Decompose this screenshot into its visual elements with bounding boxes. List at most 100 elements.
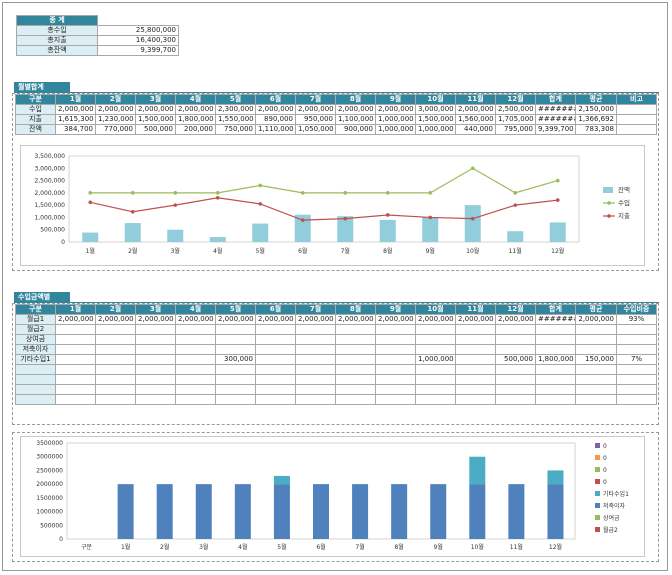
table-cell[interactable] [455, 354, 496, 365]
table-cell[interactable] [135, 354, 176, 365]
table-cell[interactable]: 900,000 [335, 124, 376, 135]
table-cell[interactable]: 2,000,000 [575, 314, 617, 325]
table-cell[interactable] [135, 394, 176, 405]
table-cell[interactable]: 384,700 [55, 124, 96, 135]
table-cell[interactable] [255, 354, 296, 365]
table-cell[interactable] [616, 324, 657, 335]
table-cell[interactable] [95, 394, 136, 405]
table-cell[interactable]: 300,000 [215, 354, 256, 365]
table-cell[interactable]: 770,000 [95, 124, 136, 135]
table-cell[interactable] [95, 354, 136, 365]
table-cell[interactable] [215, 344, 256, 355]
table-cell[interactable] [175, 394, 216, 405]
table-cell[interactable] [255, 324, 296, 335]
table-cell[interactable]: 1,560,000 [455, 114, 496, 125]
table-cell[interactable]: 1,000,000 [415, 354, 456, 365]
table-cell[interactable] [575, 334, 617, 345]
table-cell[interactable] [455, 344, 496, 355]
table-cell[interactable] [95, 374, 136, 385]
table-cell[interactable]: 440,000 [455, 124, 496, 135]
table-cell[interactable] [495, 334, 536, 345]
table-cell[interactable]: 93% [616, 314, 657, 325]
table-cell[interactable]: 2,500,000 [495, 104, 536, 115]
table-cell[interactable] [175, 344, 216, 355]
table-cell[interactable]: 1,800,000 [175, 114, 216, 125]
table-cell[interactable] [375, 394, 416, 405]
table-cell[interactable] [495, 324, 536, 335]
table-cell[interactable] [215, 374, 256, 385]
table-cell[interactable] [295, 344, 336, 355]
table-cell[interactable] [95, 384, 136, 395]
table-cell[interactable] [535, 324, 576, 335]
table-cell[interactable]: 1,110,000 [255, 124, 296, 135]
table-cell[interactable] [455, 324, 496, 335]
table-cell[interactable]: 1,366,692 [575, 114, 617, 125]
table-cell[interactable] [335, 334, 376, 345]
table-cell[interactable]: 2,000,000 [335, 314, 376, 325]
table-cell[interactable]: 950,000 [295, 114, 336, 125]
table-cell[interactable] [535, 384, 576, 395]
table-cell[interactable]: 150,000 [575, 354, 617, 365]
table-cell[interactable] [295, 394, 336, 405]
table-cell[interactable] [415, 344, 456, 355]
table-cell[interactable] [535, 374, 576, 385]
table-cell[interactable] [295, 324, 336, 335]
table-cell[interactable]: 2,000,000 [175, 314, 216, 325]
table-cell[interactable]: 2,000,000 [175, 104, 216, 115]
table-cell[interactable] [55, 374, 96, 385]
table-cell[interactable] [295, 334, 336, 345]
table-cell[interactable] [335, 354, 376, 365]
table-cell[interactable] [175, 364, 216, 375]
table-cell[interactable]: 2,000,000 [375, 314, 416, 325]
table-cell[interactable] [175, 334, 216, 345]
table-cell[interactable] [215, 384, 256, 395]
table-cell[interactable]: 7% [616, 354, 657, 365]
table-cell[interactable] [255, 384, 296, 395]
table-cell[interactable] [175, 324, 216, 335]
table-cell[interactable]: 1,100,000 [335, 114, 376, 125]
table-cell[interactable]: 1,230,000 [95, 114, 136, 125]
table-cell[interactable]: 2,000,000 [95, 104, 136, 115]
table-cell[interactable] [55, 324, 96, 335]
table-cell[interactable]: 2,000,000 [455, 104, 496, 115]
table-cell[interactable] [616, 124, 657, 135]
table-cell[interactable] [575, 324, 617, 335]
table-cell[interactable] [335, 374, 376, 385]
table-cell[interactable] [335, 384, 376, 395]
table-cell[interactable] [455, 334, 496, 345]
table-cell[interactable]: 9,399,700 [535, 124, 576, 135]
table-cell[interactable] [55, 384, 96, 395]
table-cell[interactable] [415, 384, 456, 395]
table-cell[interactable] [255, 364, 296, 375]
table-cell[interactable] [375, 384, 416, 395]
table-cell[interactable] [55, 394, 96, 405]
table-cell[interactable]: 1,550,000 [215, 114, 256, 125]
table-cell[interactable] [295, 364, 336, 375]
table-cell[interactable]: 2,000,000 [95, 314, 136, 325]
table-cell[interactable]: 1,000,000 [415, 124, 456, 135]
table-cell[interactable]: 200,000 [175, 124, 216, 135]
table-cell[interactable] [255, 334, 296, 345]
table-cell[interactable]: 795,000 [495, 124, 536, 135]
table-cell[interactable]: 2,000,000 [135, 314, 176, 325]
table-cell[interactable]: ######## [535, 104, 576, 115]
table-cell[interactable] [415, 374, 456, 385]
table-cell[interactable]: 2,000,000 [55, 314, 96, 325]
table-cell[interactable]: 1,615,300 [55, 114, 96, 125]
table-cell[interactable] [415, 364, 456, 375]
table-cell[interactable]: 500,000 [495, 354, 536, 365]
table-cell[interactable] [55, 334, 96, 345]
table-cell[interactable]: 1,800,000 [535, 354, 576, 365]
table-cell[interactable] [175, 374, 216, 385]
table-cell[interactable] [335, 394, 376, 405]
table-cell[interactable] [455, 364, 496, 375]
table-cell[interactable] [495, 384, 536, 395]
table-cell[interactable] [375, 334, 416, 345]
table-cell[interactable] [616, 364, 657, 375]
table-cell[interactable]: 2,000,000 [215, 314, 256, 325]
table-cell[interactable] [575, 394, 617, 405]
table-cell[interactable]: ######## [535, 114, 576, 125]
table-cell[interactable]: 2,000,000 [415, 314, 456, 325]
table-cell[interactable] [135, 364, 176, 375]
table-cell[interactable] [616, 384, 657, 395]
